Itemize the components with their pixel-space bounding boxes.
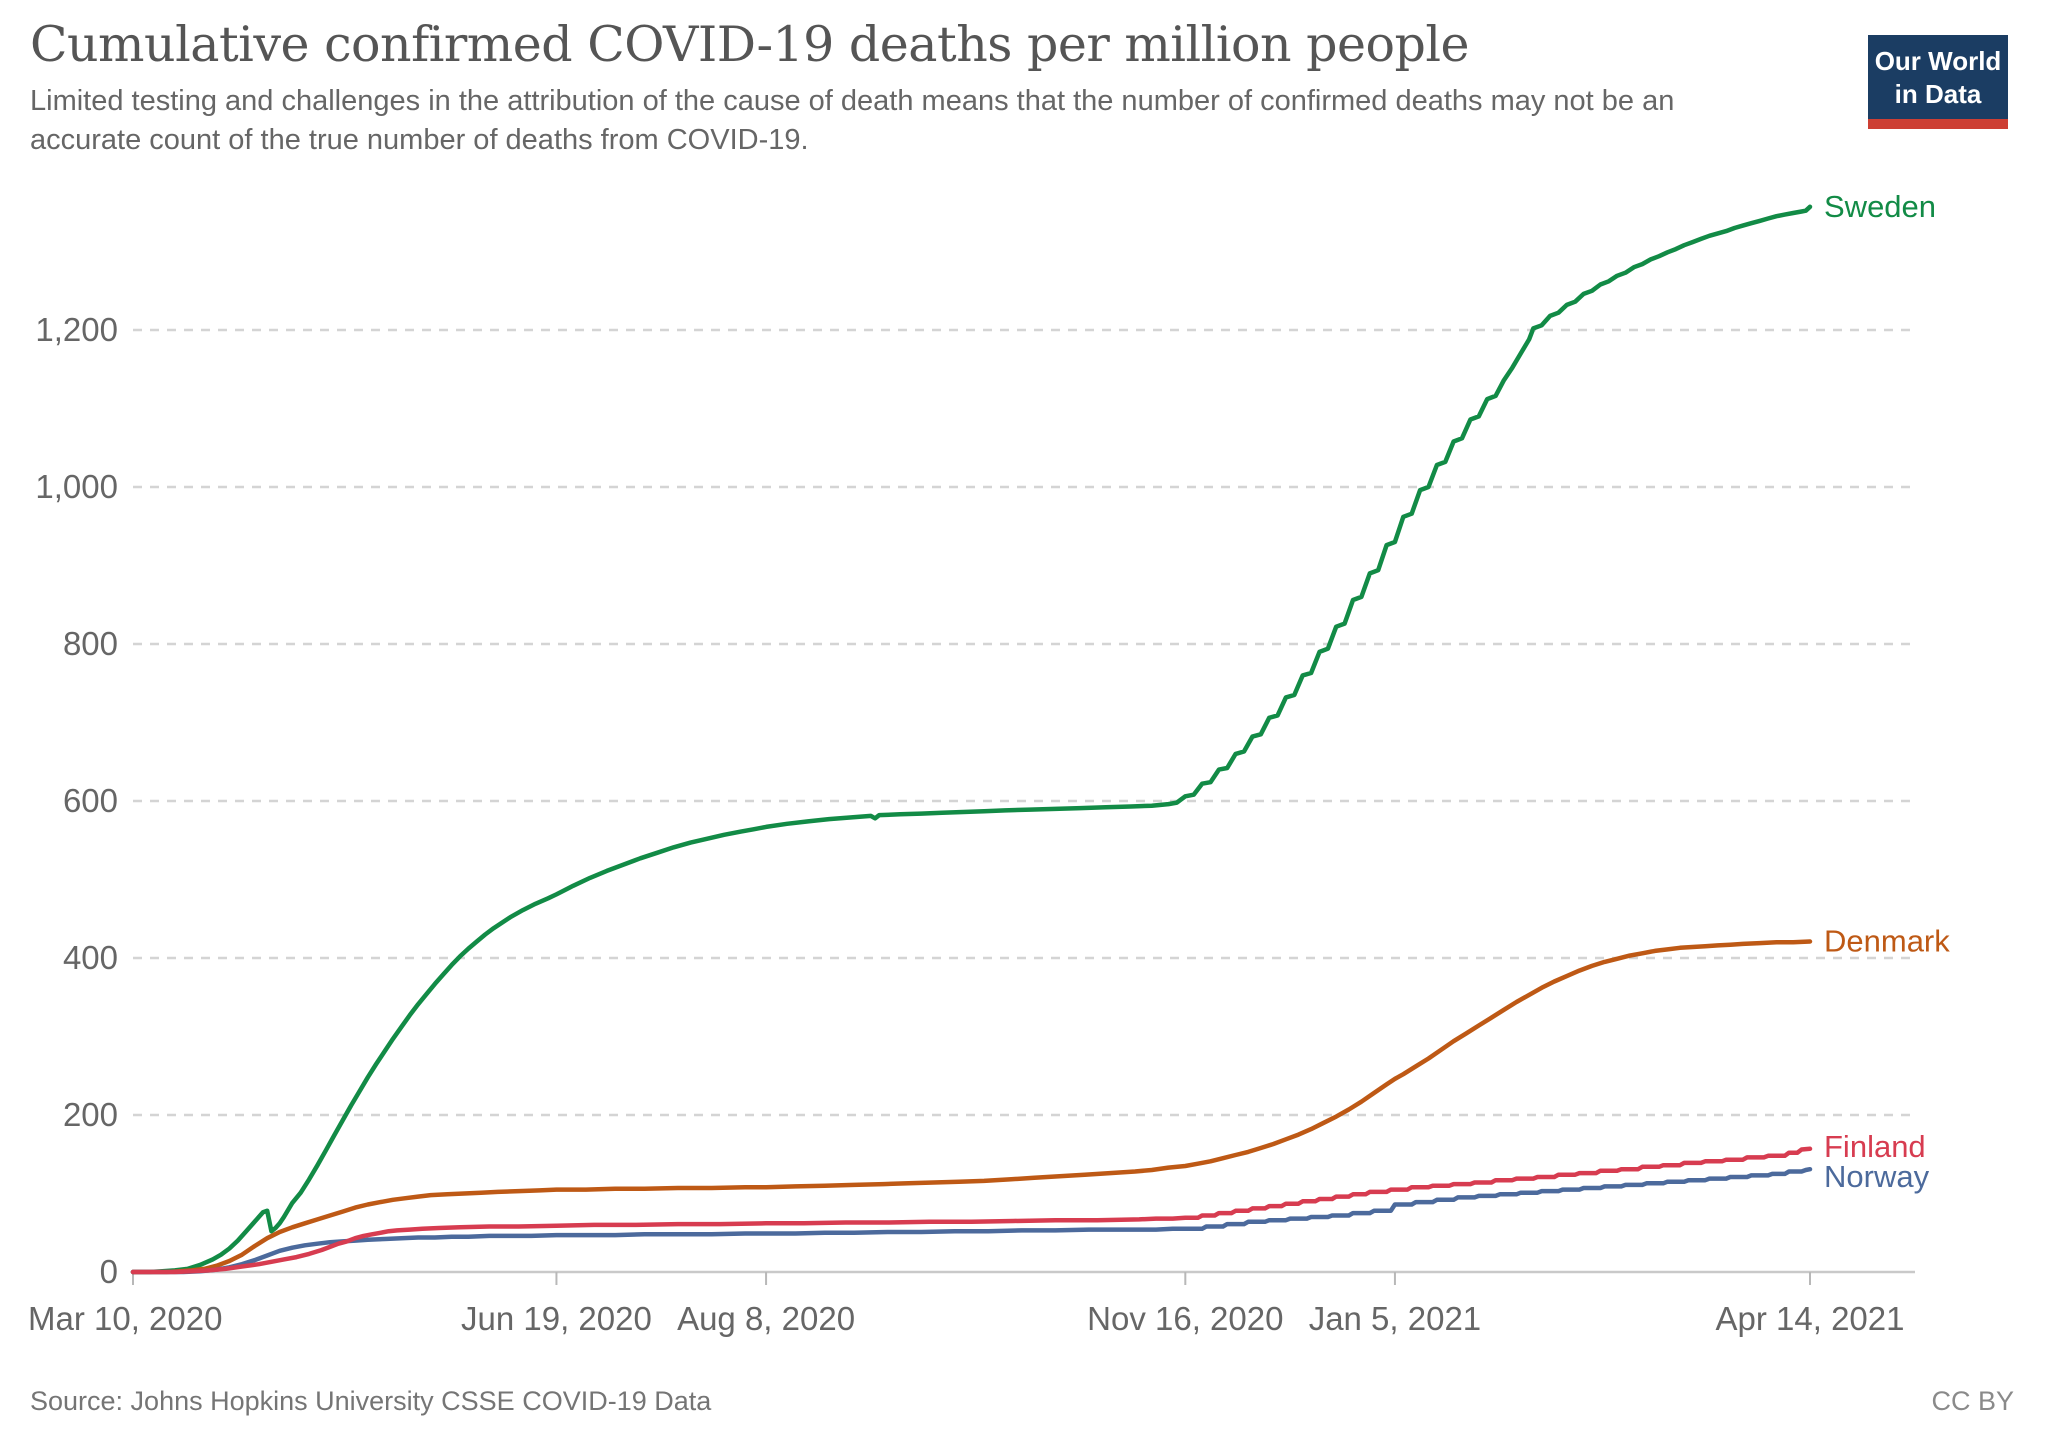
series-label-denmark[interactable]: Denmark — [1824, 924, 1950, 959]
x-axis-label: Jan 5, 2021 — [1309, 1300, 1481, 1337]
y-axis-label-600: 600 — [63, 782, 118, 819]
logo-line-2: in Data — [1894, 78, 1982, 109]
chart-header: Cumulative confirmed COVID-19 deaths per… — [30, 18, 1840, 160]
chart-footer: Source: Johns Hopkins University CSSE CO… — [30, 1386, 2014, 1417]
x-axis-label: Mar 10, 2020 — [28, 1300, 222, 1337]
series-label-sweden[interactable]: Sweden — [1824, 189, 1936, 224]
owid-logo[interactable]: Our World in Data — [1868, 35, 2008, 129]
source-note: Source: Johns Hopkins University CSSE CO… — [30, 1386, 712, 1416]
series-line-sweden[interactable] — [130, 204, 1813, 1275]
y-axis-label-1,000: 1,000 — [35, 468, 118, 505]
series-line-norway[interactable] — [130, 1166, 1813, 1275]
subtitle-line-1: Limited testing and challenges in the at… — [30, 84, 1675, 117]
x-axis-label: Jun 19, 2020 — [461, 1300, 652, 1337]
y-axis-label-800: 800 — [63, 625, 118, 662]
page-title: Cumulative confirmed COVID-19 deaths per… — [30, 16, 1470, 73]
license-badge[interactable]: CC BY — [1931, 1386, 2014, 1416]
x-axis-label: Aug 8, 2020 — [677, 1300, 855, 1337]
y-axis-label-0: 0 — [100, 1253, 118, 1290]
series-label-norway[interactable]: Norway — [1824, 1159, 1930, 1194]
x-axis-label: Nov 16, 2020 — [1087, 1300, 1283, 1337]
series-line-finland[interactable] — [130, 1146, 1813, 1275]
y-axis-label-1,200: 1,200 — [35, 311, 118, 348]
y-axis-label-200: 200 — [63, 1096, 118, 1133]
series-label-finland[interactable]: Finland — [1824, 1129, 1926, 1164]
y-axis-label-400: 400 — [63, 939, 118, 976]
series-line-denmark[interactable] — [130, 939, 1813, 1275]
subtitle-line-2: accurate count of the true number of dea… — [30, 123, 809, 156]
logo-line-1: Our World — [1874, 46, 2002, 76]
x-axis-label: Apr 14, 2021 — [1716, 1300, 1905, 1337]
page-subtitle: Limited testing and challenges in the at… — [30, 82, 1840, 160]
